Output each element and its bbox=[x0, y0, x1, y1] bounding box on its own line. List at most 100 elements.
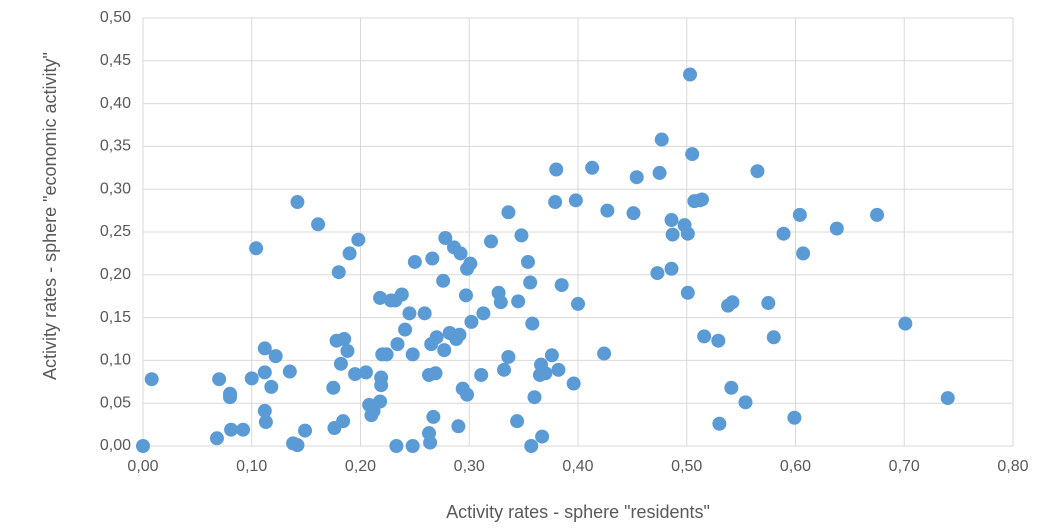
point bbox=[650, 266, 665, 281]
point bbox=[458, 288, 473, 303]
x-tick-label: 0,60 bbox=[780, 458, 811, 475]
point bbox=[453, 246, 468, 261]
y-tick-label: 0,05 bbox=[100, 394, 131, 411]
x-tick-label: 0,50 bbox=[671, 458, 702, 475]
x-tick-label: 0,80 bbox=[997, 458, 1028, 475]
point bbox=[497, 362, 512, 377]
point bbox=[326, 380, 341, 395]
point bbox=[796, 246, 811, 261]
point bbox=[282, 364, 297, 379]
point bbox=[554, 278, 569, 293]
point bbox=[437, 343, 452, 358]
point bbox=[257, 365, 272, 380]
point bbox=[224, 422, 239, 437]
point bbox=[358, 365, 373, 380]
point bbox=[792, 207, 807, 222]
point bbox=[209, 431, 224, 446]
y-tick-label: 0,35 bbox=[100, 138, 131, 155]
point bbox=[538, 366, 553, 381]
point bbox=[685, 147, 700, 162]
point bbox=[527, 390, 542, 405]
point bbox=[463, 256, 478, 271]
point bbox=[389, 439, 404, 453]
point bbox=[585, 160, 600, 175]
point bbox=[654, 132, 669, 147]
point bbox=[425, 251, 440, 266]
point bbox=[523, 275, 538, 290]
point bbox=[451, 419, 466, 434]
point bbox=[223, 390, 237, 405]
point bbox=[680, 226, 695, 241]
point bbox=[694, 192, 709, 207]
point bbox=[257, 403, 272, 418]
y-tick-label: 0,10 bbox=[100, 352, 131, 369]
point bbox=[501, 205, 516, 220]
point bbox=[525, 316, 540, 331]
point bbox=[520, 254, 535, 269]
point bbox=[351, 232, 366, 247]
point bbox=[298, 423, 313, 438]
point bbox=[626, 206, 641, 221]
point bbox=[474, 367, 489, 382]
x-axis-title: Activity rates - sphere "residents" bbox=[446, 502, 710, 522]
point bbox=[829, 221, 844, 236]
point bbox=[257, 341, 272, 356]
point bbox=[787, 410, 802, 425]
y-tick-label: 0,45 bbox=[100, 52, 131, 69]
point bbox=[249, 241, 264, 256]
point bbox=[342, 246, 357, 261]
y-tick-label: 0,20 bbox=[100, 266, 131, 283]
point bbox=[311, 217, 326, 232]
y-axis-title: Activity rates - sphere "economic activi… bbox=[40, 52, 60, 380]
point bbox=[464, 314, 479, 329]
point bbox=[438, 230, 453, 245]
point bbox=[711, 333, 726, 348]
point bbox=[549, 162, 564, 177]
x-tick-label: 0,30 bbox=[454, 458, 485, 475]
y-tick-label: 0,15 bbox=[100, 309, 131, 326]
point bbox=[766, 330, 781, 345]
point bbox=[493, 295, 508, 310]
point bbox=[510, 414, 525, 429]
point bbox=[566, 376, 581, 391]
point bbox=[738, 395, 753, 410]
point bbox=[426, 409, 441, 424]
x-tick-label: 0,40 bbox=[562, 458, 593, 475]
x-tick-label: 0,70 bbox=[889, 458, 920, 475]
point bbox=[407, 254, 422, 269]
point bbox=[665, 227, 680, 242]
point bbox=[460, 387, 475, 402]
point bbox=[652, 165, 667, 180]
point bbox=[476, 306, 491, 321]
point bbox=[290, 438, 305, 453]
point bbox=[333, 356, 348, 371]
y-tick-label: 0,40 bbox=[100, 95, 131, 112]
point bbox=[629, 170, 644, 185]
point bbox=[484, 234, 498, 249]
point bbox=[398, 322, 413, 337]
point bbox=[898, 316, 913, 331]
point bbox=[680, 285, 695, 300]
point bbox=[436, 273, 451, 288]
point bbox=[390, 337, 405, 352]
point bbox=[348, 367, 363, 382]
x-tick-label: 0,00 bbox=[127, 458, 158, 475]
point bbox=[268, 349, 283, 364]
point bbox=[337, 332, 352, 346]
y-tick-label: 0,30 bbox=[100, 180, 131, 197]
point bbox=[144, 372, 159, 387]
point bbox=[244, 371, 259, 386]
point bbox=[429, 330, 444, 345]
point bbox=[212, 372, 227, 387]
point bbox=[428, 366, 443, 381]
point bbox=[373, 290, 388, 305]
point bbox=[136, 439, 150, 453]
point bbox=[511, 294, 526, 309]
point bbox=[402, 306, 417, 321]
point bbox=[379, 347, 394, 362]
point bbox=[336, 414, 351, 429]
point bbox=[374, 370, 389, 385]
point bbox=[600, 203, 615, 218]
point bbox=[514, 228, 529, 243]
